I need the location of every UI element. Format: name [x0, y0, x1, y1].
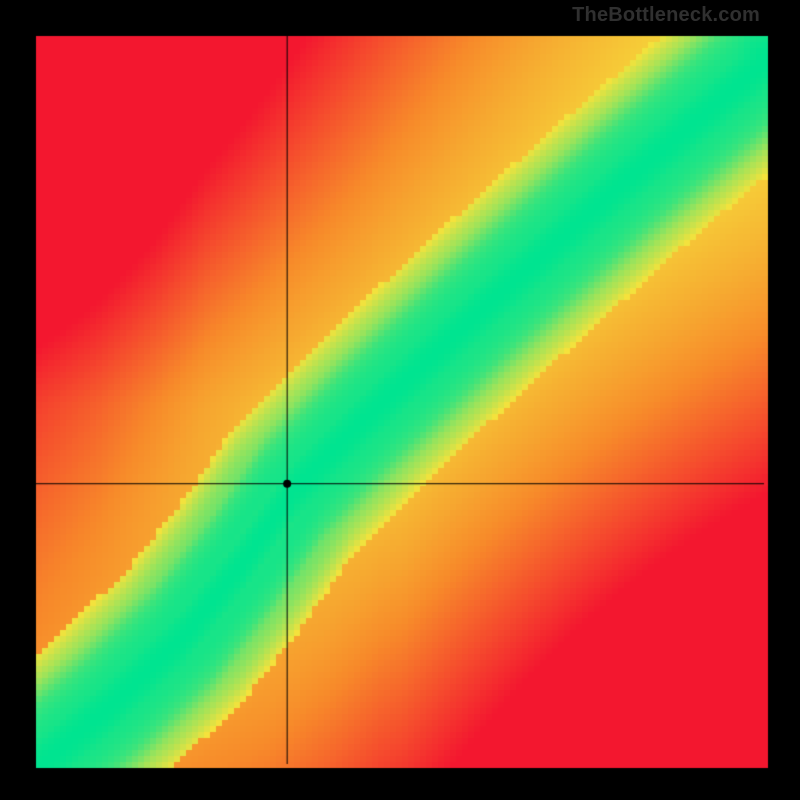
heatmap-canvas — [0, 0, 800, 800]
chart-container: TheBottleneck.com — [0, 0, 800, 800]
watermark-text: TheBottleneck.com — [572, 4, 760, 27]
